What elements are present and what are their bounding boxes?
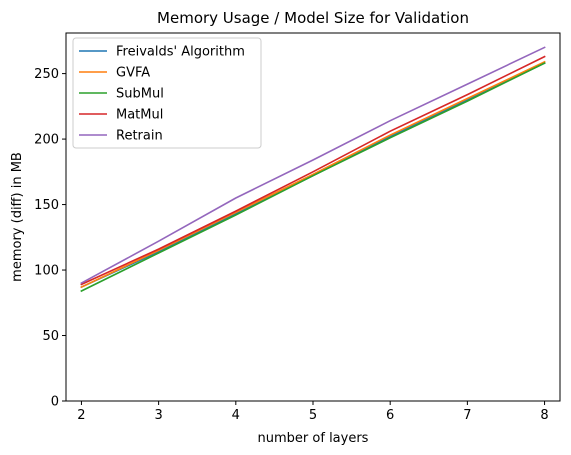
series-line-2 bbox=[80, 60, 546, 289]
y-tick-label: 200 bbox=[34, 133, 59, 148]
legend-label: Retrain bbox=[116, 129, 163, 144]
y-tick-label: 250 bbox=[34, 67, 59, 82]
x-tick-label: 5 bbox=[309, 408, 317, 423]
x-tick-label: 2 bbox=[77, 408, 85, 423]
x-tick-label: 4 bbox=[232, 408, 240, 423]
legend-label: Freivalds' Algorithm bbox=[116, 45, 245, 60]
series-line-3 bbox=[80, 62, 546, 293]
y-tick-label: 0 bbox=[51, 395, 59, 410]
legend-label: SubMul bbox=[116, 87, 164, 102]
legend-box bbox=[72, 37, 262, 149]
series-layer bbox=[80, 46, 546, 293]
y-axis-label: memory (diff) in MB bbox=[10, 152, 25, 282]
legend-label: MatMul bbox=[116, 108, 163, 123]
chart-title: Memory Usage / Model Size for Validation bbox=[157, 9, 469, 27]
x-tick-label: 8 bbox=[540, 408, 548, 423]
series-line-5 bbox=[80, 46, 546, 285]
series-line-4 bbox=[80, 55, 546, 286]
legend: Freivalds' Algorithm GVFA SubMul MatMul Retr… bbox=[72, 37, 262, 149]
y-tick-label: 150 bbox=[34, 198, 59, 213]
x-tick-label: 6 bbox=[386, 408, 394, 423]
x-axis-label: number of layers bbox=[258, 431, 369, 446]
y-tick-label: 100 bbox=[34, 264, 59, 279]
y-axis: 0 50 100 150 200 250 bbox=[34, 67, 66, 410]
x-tick-label: 3 bbox=[154, 408, 162, 423]
y-tick-label: 50 bbox=[42, 329, 59, 344]
x-axis: 2 3 4 5 6 7 8 bbox=[77, 401, 549, 423]
legend-label: GVFA bbox=[116, 66, 150, 81]
x-tick-label: 7 bbox=[463, 408, 471, 423]
